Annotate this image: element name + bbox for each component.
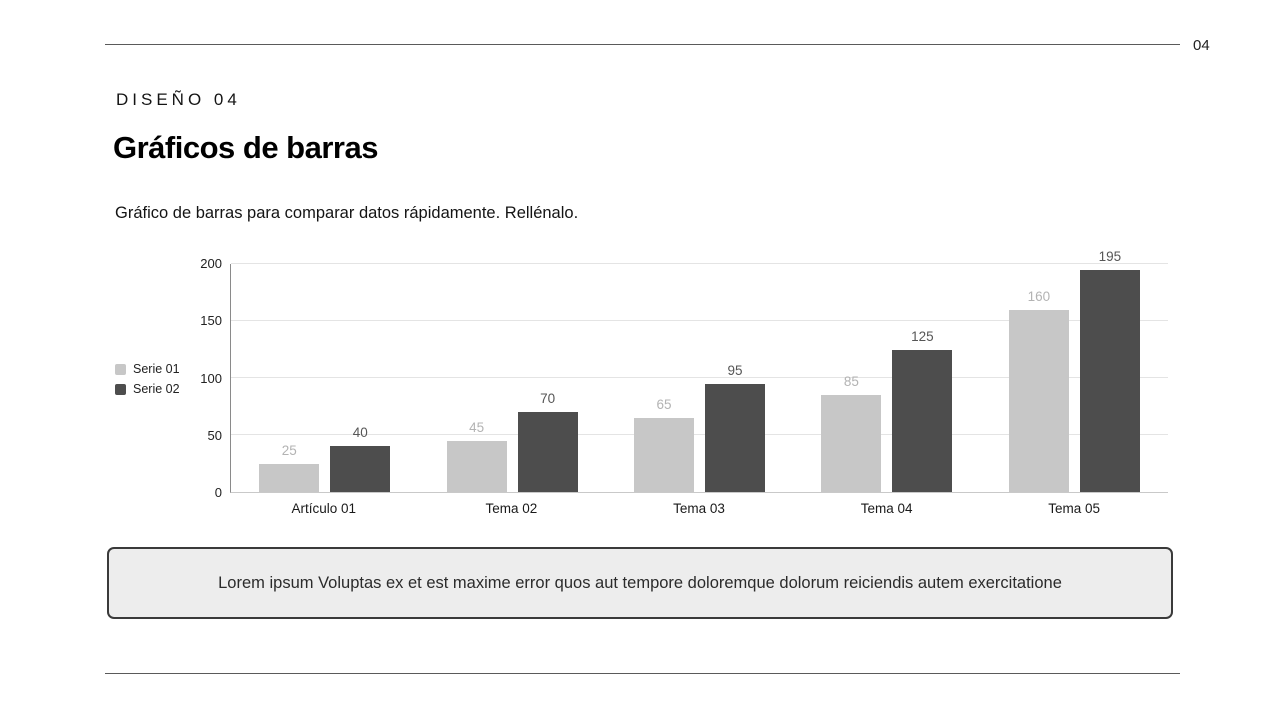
bar-serie-02 (330, 446, 391, 492)
bar-serie-02 (517, 412, 578, 492)
gridline (231, 377, 1168, 378)
bar-slot: 95 (705, 264, 766, 492)
y-tick-label: 100 (200, 370, 222, 386)
legend-swatch-serie-01 (115, 363, 126, 375)
bar-slot: 65 (634, 264, 695, 492)
bar-serie-01 (259, 463, 320, 492)
bar-slot: 70 (517, 264, 578, 492)
legend-label-serie-02: Serie 02 (133, 382, 180, 396)
y-tick-label: 150 (200, 313, 222, 329)
bar-serie-01 (446, 440, 507, 492)
gridline (231, 434, 1168, 435)
bar-slot: 45 (446, 264, 507, 492)
x-axis-label: Tema 03 (673, 501, 725, 516)
bar-value-label: 65 (656, 396, 672, 412)
x-axis-labels: Artículo 01 Tema 02 Tema 03 Tema 04 Tema 05 (230, 501, 1168, 516)
bar-value-label: 125 (911, 328, 934, 344)
bar-group: 160 195 (981, 249, 1168, 492)
footer-note-text: Lorem ipsum Voluptas ex et est maxime er… (218, 573, 1062, 592)
legend-swatch-serie-02 (115, 383, 126, 395)
slide-eyebrow: DISEÑO 04 (116, 90, 241, 109)
bar-value-label: 195 (1098, 248, 1122, 264)
y-tick-label: 200 (200, 256, 222, 271)
bar-value-label: 95 (727, 362, 743, 378)
bar-serie-01 (634, 417, 695, 492)
x-axis-label: Tema 04 (860, 501, 913, 516)
y-tick-label: 0 (214, 485, 222, 500)
slide-subtitle: Gráfico de barras para comparar datos rá… (115, 204, 579, 222)
page-number: 04 (1193, 37, 1210, 54)
x-axis-label: Tema 02 (485, 501, 538, 516)
bar-group: 85 125 (793, 264, 980, 492)
y-axis-ticks: 0 50 100 150 200 (180, 257, 222, 500)
x-axis-label: Tema 05 (1048, 501, 1101, 516)
gridline (231, 263, 1168, 264)
legend-label-serie-01: Serie 01 (133, 362, 180, 376)
chart-legend: Serie 01 Serie 02 (115, 359, 180, 399)
top-divider (105, 44, 1180, 45)
footer-note-box: Lorem ipsum Voluptas ex et est maxime er… (107, 547, 1173, 619)
legend-item-serie-02: Serie 02 (115, 379, 180, 399)
bar-slot: 160 (1008, 264, 1069, 492)
y-tick-label: 50 (207, 427, 222, 443)
gridline (231, 320, 1168, 321)
bottom-divider (105, 673, 1180, 674)
bar-slot: 85 (821, 264, 882, 492)
x-axis-label: Artículo 01 (291, 501, 357, 516)
bar-value-label: 85 (843, 374, 859, 390)
bar-slot: 195 (1079, 249, 1140, 492)
bar-group: 45 70 (418, 264, 605, 492)
bar-group: 65 95 (606, 264, 793, 492)
bar-value-label: 40 (352, 425, 368, 441)
slide-title: Gráficos de barras (113, 130, 378, 165)
bar-value-label: 25 (281, 442, 297, 458)
bar-slot: 125 (892, 264, 953, 492)
bar-group: 25 40 (231, 264, 418, 492)
bar-serie-02 (705, 383, 766, 492)
bar-value-label: 45 (469, 419, 485, 435)
bar-slot: 40 (330, 264, 391, 492)
bar-value-label: 70 (540, 391, 556, 407)
legend-item-serie-01: Serie 01 (115, 359, 180, 379)
bar-slot: 25 (259, 264, 320, 492)
bar-serie-02 (892, 349, 953, 492)
bar-value-label: 160 (1027, 288, 1051, 304)
bar-serie-01 (1008, 309, 1069, 492)
bar-serie-02 (1079, 269, 1140, 492)
chart-plot: 25 40 45 70 65 95 85 125 160 195 (230, 249, 1168, 493)
bar-serie-01 (821, 395, 882, 492)
